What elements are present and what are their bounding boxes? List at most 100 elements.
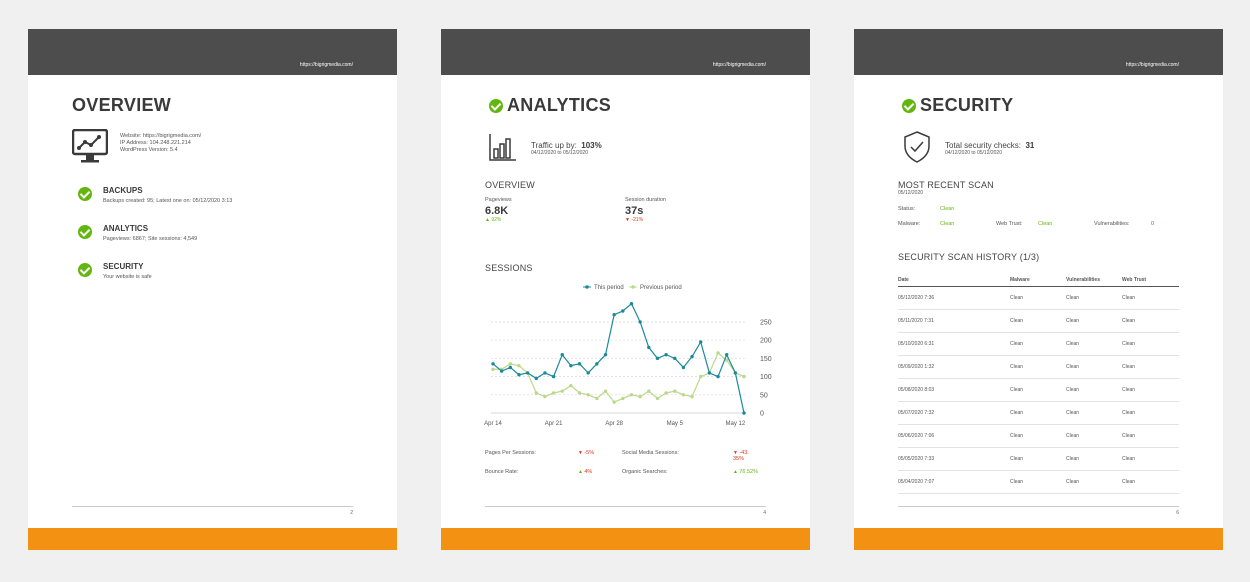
data-point xyxy=(629,302,634,306)
metric-label: Social Media Sessions: xyxy=(622,450,679,456)
data-point xyxy=(517,373,521,377)
table-cell: Clean xyxy=(1122,332,1179,356)
x-tick-label: May 5 xyxy=(667,421,684,427)
page-header: https://bigrigmedia.com/ xyxy=(28,29,397,75)
data-point xyxy=(690,394,694,399)
traffic-summary: Traffic up by: 103% xyxy=(531,135,602,153)
table-cell: Clean xyxy=(1122,470,1179,494)
table-cell: Clean xyxy=(1122,424,1179,448)
data-point xyxy=(681,365,686,370)
table-cell: Clean xyxy=(1122,286,1179,310)
table-row: 05/12/2020 7:36 Clean Clean Clean xyxy=(898,286,1179,310)
data-point xyxy=(716,351,720,355)
vulnerabilities-value: 0 xyxy=(1151,221,1155,227)
header-url: https://bigrigmedia.com/ xyxy=(1125,62,1179,68)
date-range: 04/12/2020 to 05/12/2020 xyxy=(531,150,588,156)
traffic-value: 103% xyxy=(581,141,602,150)
y-tick-label: 150 xyxy=(760,356,772,363)
table-cell: 05/10/2020 6:31 xyxy=(898,332,1010,356)
data-point xyxy=(577,391,582,395)
monitor-chart-icon xyxy=(72,129,108,163)
data-point xyxy=(586,393,590,397)
data-point xyxy=(543,371,547,375)
status-value: Clean xyxy=(940,206,955,212)
page-number: 4 xyxy=(763,510,766,516)
data-point xyxy=(525,371,530,375)
y-tick-label: 50 xyxy=(760,392,768,399)
metric-label: Organic Searches: xyxy=(622,469,668,475)
page-header: https://bigrigmedia.com/ xyxy=(441,29,810,75)
data-point xyxy=(621,396,625,401)
data-point xyxy=(534,376,538,381)
scan-history-table: Date Malware Vulnerabilities Web Trust 0… xyxy=(898,274,1179,494)
item-desc: Backups created: 95; Latest one on: 05/1… xyxy=(103,198,233,204)
table-row: 05/05/2020 7:33 Clean Clean Clean xyxy=(898,447,1179,471)
sessions-line-chart: 0 50 100 150 200 250 Apr 14 Apr 21 Apr 28 May 5 Ma… xyxy=(484,285,772,427)
table-cell: Clean xyxy=(1010,424,1066,448)
webtrust-value: Clean xyxy=(1038,221,1053,227)
table-cell: 05/11/2020 7:31 xyxy=(898,309,1010,333)
session-duration-stat: Session duration 37s -21% xyxy=(625,197,666,223)
metric-change: -5% xyxy=(578,450,594,456)
data-point xyxy=(716,374,720,379)
site-info-wp-version: WordPress Version: 5.4 xyxy=(120,147,178,153)
table-cell: Clean xyxy=(1010,378,1066,402)
footer-divider xyxy=(72,506,353,507)
check-icon xyxy=(78,263,92,277)
data-point xyxy=(664,391,668,395)
data-point xyxy=(724,353,729,357)
data-point xyxy=(629,393,634,397)
legend-swatch-point xyxy=(585,285,589,289)
data-point xyxy=(569,363,573,368)
data-point xyxy=(551,391,556,395)
data-point xyxy=(560,389,564,393)
table-cell: 05/06/2020 7:06 xyxy=(898,424,1010,448)
data-point xyxy=(603,389,608,393)
data-point xyxy=(742,374,746,379)
data-point xyxy=(707,371,712,375)
recent-scan-date: 05/12/2020 xyxy=(898,190,924,196)
data-point xyxy=(603,353,608,357)
site-info: Website: https://bigrigmedia.com/ IP Add… xyxy=(120,133,201,154)
y-tick-label: 200 xyxy=(760,338,772,345)
item-title: BACKUPS xyxy=(103,186,143,195)
y-tick-label: 0 xyxy=(760,411,764,418)
scan-history-heading: SECURITY SCAN HISTORY (1/3) xyxy=(898,252,1040,262)
site-info-ip: IP Address: 104.248.221.214 xyxy=(120,140,191,146)
data-point xyxy=(508,365,513,370)
metric-change: -43. 35% xyxy=(733,450,763,462)
traffic-label: Traffic up by: xyxy=(531,141,577,150)
table-row: 05/10/2020 6:31 Clean Clean Clean xyxy=(898,332,1179,356)
page-title: OVERVIEW xyxy=(72,95,172,115)
data-point xyxy=(499,369,504,373)
table-cell: 05/12/2020 7:36 xyxy=(898,286,1010,310)
report-page-security: https://bigrigmedia.com/ SECURITY Total … xyxy=(854,29,1223,550)
session-duration-label: Session duration xyxy=(625,197,666,203)
table-row: 05/11/2020 7:31 Clean Clean Clean xyxy=(898,309,1179,333)
page-number: 6 xyxy=(1176,510,1179,516)
header-url: https://bigrigmedia.com/ xyxy=(712,62,766,68)
malware-value: Clean xyxy=(940,221,955,227)
data-point xyxy=(551,374,556,379)
data-point xyxy=(595,362,599,366)
table-cell: Clean xyxy=(1066,309,1122,333)
data-point xyxy=(543,394,547,399)
footer-divider xyxy=(485,506,766,507)
bar-chart-icon xyxy=(489,134,516,161)
page-footer-bar xyxy=(441,528,810,550)
table-cell: Clean xyxy=(1122,355,1179,379)
data-point xyxy=(577,362,582,366)
table-cell: Clean xyxy=(1066,424,1122,448)
webtrust-label: Web Trust: xyxy=(996,221,1023,227)
table-cell: Clean xyxy=(1010,332,1066,356)
table-cell: 05/08/2020 8:03 xyxy=(898,378,1010,402)
table-row: 05/04/2020 7:07 Clean Clean Clean xyxy=(898,470,1179,494)
data-point xyxy=(647,345,651,350)
pageviews-value: 6.8K xyxy=(485,205,509,217)
sessions-heading: SESSIONS xyxy=(485,263,533,273)
data-point xyxy=(595,396,599,401)
data-point xyxy=(612,312,616,317)
table-cell: Clean xyxy=(1010,309,1066,333)
checks-summary: Total security checks: 31 xyxy=(945,135,1034,153)
page-footer-bar xyxy=(854,528,1223,550)
